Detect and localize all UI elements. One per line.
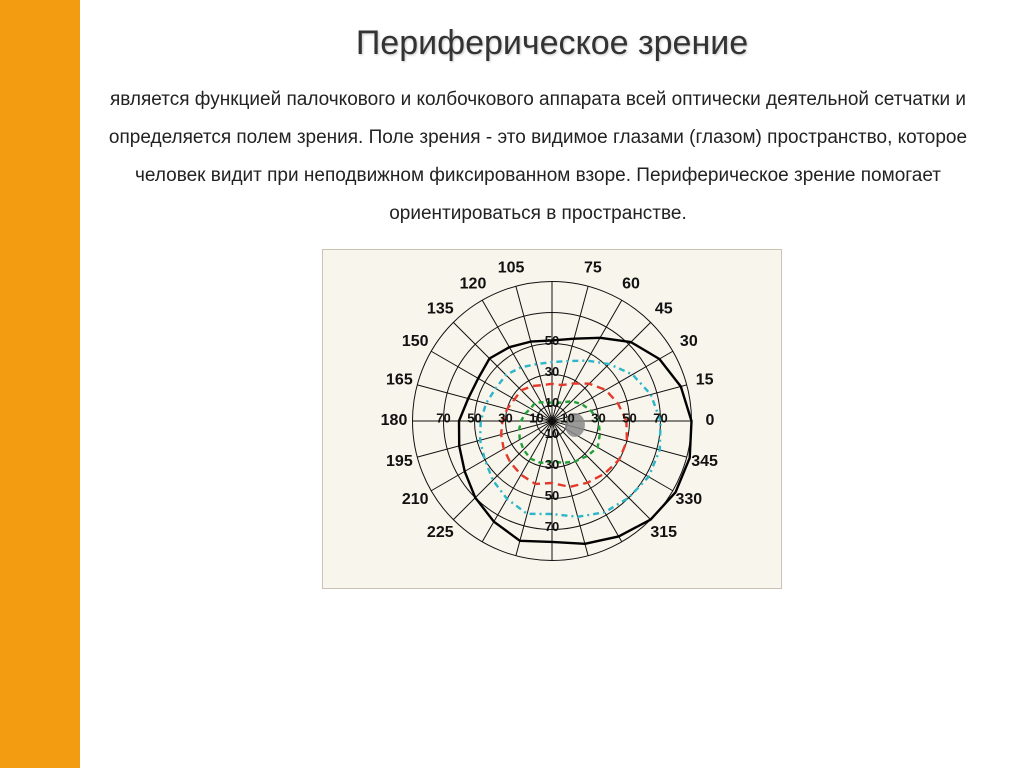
svg-text:180: 180	[381, 412, 408, 429]
svg-text:315: 315	[650, 524, 677, 541]
visual-field-chart: 0 15 30 45 60 75 105 120 135 150 165 180 195 210 225 31…	[322, 249, 782, 589]
svg-text:330: 330	[675, 491, 702, 508]
svg-text:135: 135	[427, 300, 454, 317]
accent-sidebar	[0, 0, 80, 768]
svg-text:50: 50	[467, 410, 481, 425]
svg-text:45: 45	[655, 300, 673, 317]
svg-text:210: 210	[402, 491, 429, 508]
svg-text:195: 195	[386, 453, 413, 470]
svg-text:70: 70	[436, 410, 450, 425]
svg-text:50: 50	[545, 333, 559, 348]
svg-text:30: 30	[498, 410, 512, 425]
svg-text:30: 30	[545, 457, 559, 472]
svg-text:30: 30	[545, 364, 559, 379]
svg-text:0: 0	[706, 412, 715, 429]
svg-text:70: 70	[545, 519, 559, 534]
page-title: Периферическое зрение	[80, 24, 1024, 63]
svg-text:50: 50	[545, 488, 559, 503]
svg-text:70: 70	[653, 410, 667, 425]
svg-text:30: 30	[591, 410, 605, 425]
svg-text:60: 60	[622, 275, 640, 292]
svg-text:120: 120	[460, 275, 487, 292]
svg-text:15: 15	[696, 371, 714, 388]
svg-text:10: 10	[529, 410, 543, 425]
svg-text:10: 10	[545, 395, 559, 410]
svg-text:150: 150	[402, 333, 429, 350]
svg-text:75: 75	[584, 260, 602, 277]
svg-text:105: 105	[498, 260, 525, 277]
svg-text:50: 50	[622, 410, 636, 425]
slide-content: Периферическое зрение является функцией …	[80, 0, 1024, 768]
svg-text:165: 165	[386, 371, 413, 388]
svg-text:10: 10	[545, 426, 559, 441]
svg-text:225: 225	[427, 524, 454, 541]
body-paragraph: является функцией палочкового и колбочко…	[80, 63, 1024, 241]
svg-text:30: 30	[680, 333, 698, 350]
visual-field-svg: 0 15 30 45 60 75 105 120 135 150 165 180 195 210 225 31…	[322, 249, 782, 589]
svg-text:10: 10	[560, 410, 574, 425]
svg-text:345: 345	[691, 453, 718, 470]
